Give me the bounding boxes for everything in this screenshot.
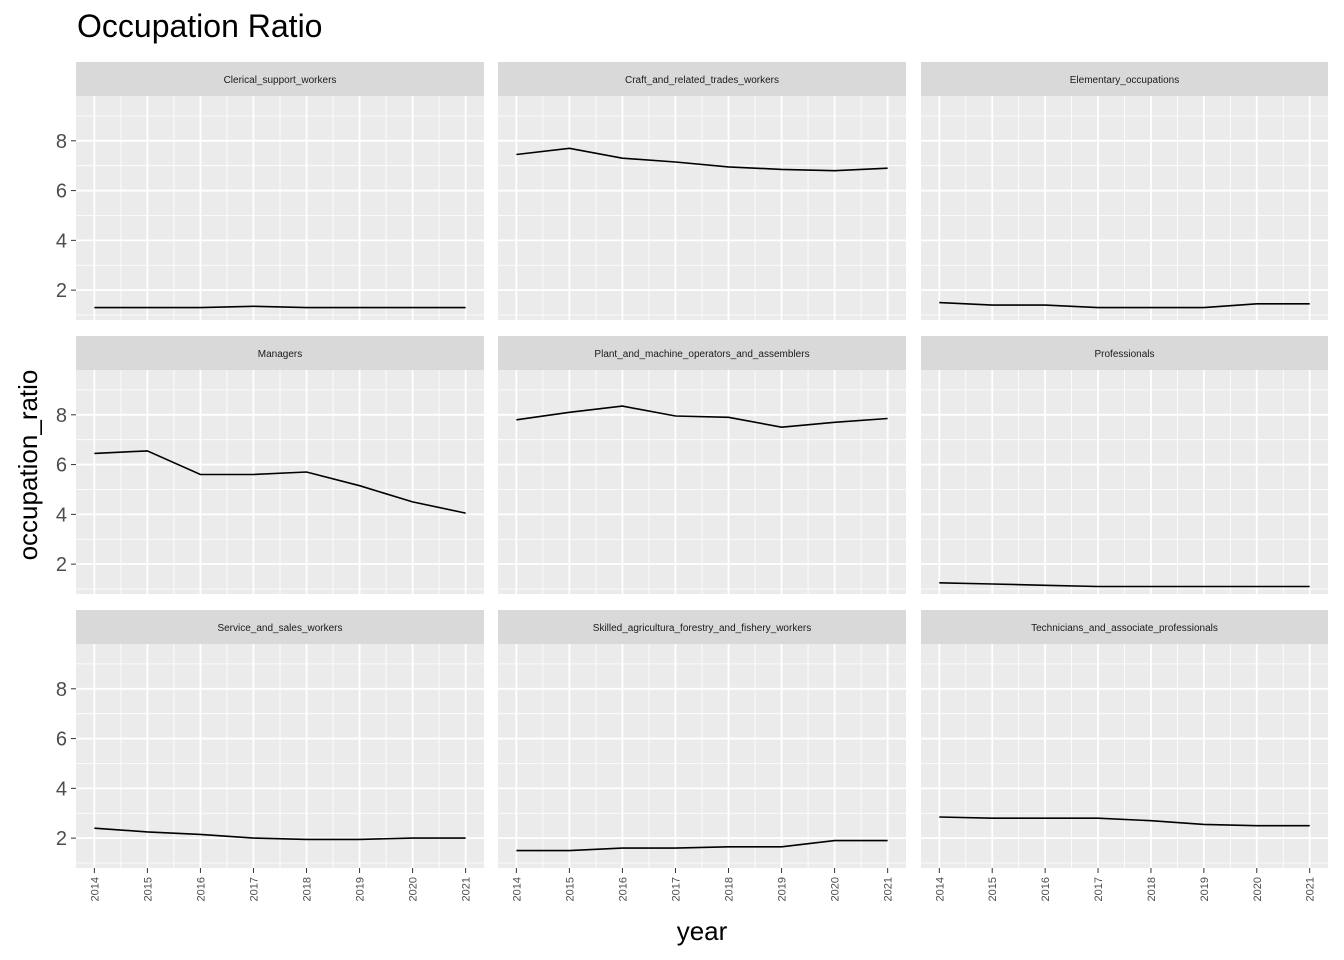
x-tick-label: 2018 — [1146, 877, 1158, 901]
y-tick-label: 8 — [56, 405, 67, 427]
y-tick-label: 6 — [56, 455, 67, 477]
x-tick-label: 2019 — [777, 877, 789, 901]
facet-strip-label: Technicians_and_associate_professionals — [1031, 623, 1218, 634]
x-tick-label: 2014 — [511, 877, 523, 901]
x-tick-label: 2019 — [1199, 877, 1211, 901]
x-tick-label: 2016 — [195, 877, 207, 901]
x-tick-label: 2015 — [987, 877, 999, 901]
x-tick-label: 2015 — [564, 877, 576, 901]
facet-strip — [921, 610, 1328, 644]
x-tick-label: 2020 — [1252, 877, 1264, 901]
facet-strip — [921, 336, 1328, 370]
facet-panel: Craft_and_related_trades_workers — [498, 62, 906, 320]
y-tick-label: 4 — [56, 778, 67, 800]
x-tick-label: 2014 — [89, 877, 101, 901]
facet-strip-label: Managers — [258, 349, 302, 360]
facet-strip-label: Clerical_support_workers — [224, 75, 337, 86]
facet-panel: Elementary_occupations — [921, 62, 1328, 320]
facet-panel: Clerical_support_workers 2 4 6 8 — [56, 62, 484, 320]
x-tick-label: 2017 — [670, 877, 682, 901]
series-line — [94, 450, 466, 514]
y-tick-label: 6 — [56, 729, 67, 751]
series-line — [516, 839, 888, 852]
y-tick-label: 8 — [56, 131, 67, 153]
y-tick-label: 8 — [56, 679, 67, 701]
x-tick-label: 2021 — [883, 877, 895, 901]
x-tick-label: 2014 — [934, 877, 946, 901]
x-tick-label: 2016 — [1040, 877, 1052, 901]
y-tick-label: 4 — [56, 230, 67, 252]
facet-panel: Service_and_sales_workers 2 4 6 8 2014 2015 201… — [56, 610, 484, 901]
y-tick-label: 4 — [56, 504, 67, 526]
x-tick-label: 2021 — [461, 877, 473, 901]
series-line — [939, 582, 1310, 588]
y-tick-label: 2 — [56, 828, 67, 850]
x-tick-label: 2018 — [302, 877, 314, 901]
series-line — [516, 147, 888, 172]
facet-strip-label: Professionals — [1094, 349, 1154, 360]
facet-strip — [498, 336, 906, 370]
x-tick-label: 2017 — [248, 877, 260, 901]
y-tick-label: 6 — [56, 181, 67, 203]
facet-panel: Managers 2 4 6 8 — [56, 336, 484, 594]
facet-panel: Professionals — [921, 336, 1328, 594]
facet-strip — [921, 62, 1328, 96]
series-line — [94, 305, 466, 309]
y-axis-title: occupation_ratio — [13, 370, 43, 561]
chart-title: Occupation Ratio — [77, 8, 323, 44]
facet-panel: Technicians_and_associate_professionals 2… — [921, 610, 1328, 901]
facet-strip-label: Elementary_occupations — [1070, 75, 1180, 86]
series-line — [939, 816, 1310, 827]
x-axis-title: year — [677, 916, 728, 946]
x-tick-label: 2020 — [408, 877, 420, 901]
series-line — [516, 405, 888, 429]
y-tick-label: 2 — [56, 554, 67, 576]
x-tick-label: 2015 — [142, 877, 154, 901]
facet-strip-label: Skilled_agricultura_forestry_and_fishery… — [593, 623, 811, 634]
x-tick-label: 2020 — [830, 877, 842, 901]
facet-panel: Skilled_agricultura_forestry_and_fishery… — [498, 610, 906, 901]
facet-strip-label: Plant_and_machine_operators_and_assemble… — [594, 349, 809, 360]
facet-strip — [76, 610, 484, 644]
facet-strip-label: Service_and_sales_workers — [217, 623, 342, 634]
series-line — [94, 827, 466, 841]
series-line — [939, 301, 1310, 309]
x-tick-label: 2017 — [1093, 877, 1105, 901]
x-tick-label: 2019 — [355, 877, 367, 901]
facet-strip-label: Craft_and_related_trades_workers — [625, 75, 779, 86]
facet-strip — [498, 610, 906, 644]
x-tick-label: 2018 — [724, 877, 736, 901]
facet-strip — [498, 62, 906, 96]
facet-panel: Plant_and_machine_operators_and_assemble… — [498, 336, 906, 594]
y-tick-label: 2 — [56, 280, 67, 302]
facet-strip — [76, 62, 484, 96]
x-tick-label: 2021 — [1305, 877, 1317, 901]
facet-strip — [76, 336, 484, 370]
x-tick-label: 2016 — [617, 877, 629, 901]
